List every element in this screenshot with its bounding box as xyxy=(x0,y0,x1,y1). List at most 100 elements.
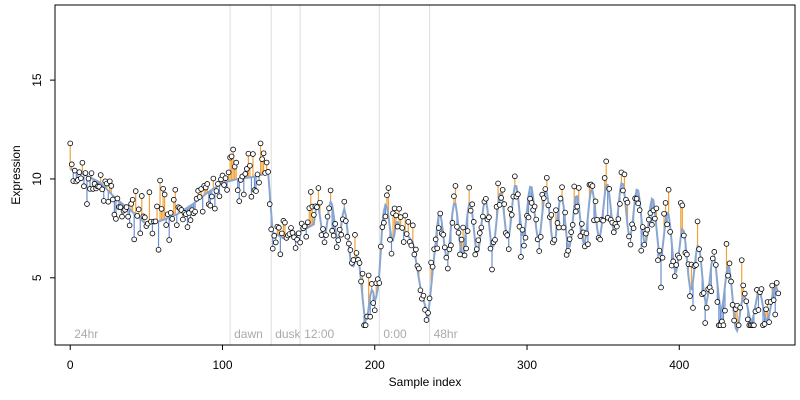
data-point xyxy=(487,245,494,252)
data-point xyxy=(169,216,176,222)
data-point xyxy=(318,232,325,238)
data-point xyxy=(242,171,249,177)
data-point xyxy=(67,140,74,147)
data-point xyxy=(729,302,736,308)
data-point xyxy=(199,208,206,215)
data-point xyxy=(448,242,454,249)
data-point xyxy=(740,282,747,289)
data-point xyxy=(713,262,719,268)
data-point xyxy=(522,234,529,241)
data-point xyxy=(667,229,673,235)
data-point xyxy=(492,237,498,243)
data-point xyxy=(402,212,409,219)
data-point xyxy=(356,260,363,266)
data-point xyxy=(138,193,145,199)
y-tick-label: 15 xyxy=(30,73,44,87)
data-point xyxy=(577,233,584,239)
data-point xyxy=(437,210,444,217)
data-point xyxy=(662,200,669,206)
data-point xyxy=(702,320,708,326)
data-point xyxy=(161,191,168,198)
data-point xyxy=(371,307,378,314)
data-point xyxy=(606,186,613,192)
data-point xyxy=(725,272,731,279)
data-point xyxy=(443,254,450,261)
data-point xyxy=(451,193,457,200)
data-point xyxy=(119,213,125,220)
data-point xyxy=(204,181,211,187)
data-point xyxy=(233,159,239,166)
data-point xyxy=(429,263,436,270)
data-point xyxy=(344,233,351,240)
x-axis-label: Sample index xyxy=(389,375,462,389)
point-layer xyxy=(67,140,782,329)
data-point xyxy=(525,214,532,221)
data-point xyxy=(423,317,430,323)
data-point xyxy=(304,219,311,226)
data-point xyxy=(327,187,334,194)
data-point xyxy=(221,182,227,188)
data-point xyxy=(545,202,552,209)
data-point xyxy=(212,205,218,212)
data-point xyxy=(617,201,623,207)
data-point xyxy=(432,236,439,243)
data-point xyxy=(413,246,419,253)
data-point xyxy=(659,254,666,261)
data-point xyxy=(495,180,501,187)
data-point xyxy=(569,222,576,228)
data-point xyxy=(157,177,163,184)
data-point xyxy=(295,230,302,237)
data-point xyxy=(400,239,407,245)
data-point xyxy=(292,245,299,251)
y-tick-label: 5 xyxy=(30,274,44,281)
data-point xyxy=(234,187,241,193)
data-point xyxy=(326,205,332,212)
data-point xyxy=(457,251,463,258)
data-point xyxy=(435,225,442,231)
data-point xyxy=(636,207,643,213)
data-point xyxy=(76,169,83,175)
data-point xyxy=(213,188,220,194)
data-point xyxy=(621,171,628,178)
data-point xyxy=(761,321,768,327)
data-point xyxy=(245,150,252,157)
fit-line xyxy=(69,168,780,334)
data-point xyxy=(184,224,191,230)
data-point xyxy=(661,210,667,217)
data-point xyxy=(222,175,229,181)
data-point xyxy=(722,307,728,314)
data-point xyxy=(425,310,431,316)
data-point xyxy=(533,216,539,223)
data-point xyxy=(268,226,275,233)
data-point xyxy=(664,221,670,228)
y-tick-label: 10 xyxy=(30,172,44,186)
data-point xyxy=(123,204,130,210)
region-layer: 24hr dawn dusk 12:00 0:00 48hr xyxy=(74,5,458,345)
data-point xyxy=(744,316,751,323)
data-point xyxy=(472,251,479,258)
data-point xyxy=(336,226,343,233)
data-point xyxy=(99,186,106,193)
data-point xyxy=(496,202,503,208)
data-point xyxy=(403,231,410,237)
data-point xyxy=(731,317,737,324)
data-point xyxy=(728,278,734,285)
data-point xyxy=(655,257,661,264)
data-point xyxy=(158,206,165,212)
data-point xyxy=(568,229,574,235)
region-label: dusk xyxy=(275,327,301,341)
data-point xyxy=(247,162,253,169)
data-point xyxy=(676,254,683,261)
data-point xyxy=(405,219,412,225)
data-point xyxy=(288,225,294,231)
data-point xyxy=(167,210,174,216)
data-point xyxy=(282,219,288,226)
data-point xyxy=(81,183,87,190)
data-point xyxy=(515,191,521,198)
data-point xyxy=(152,218,159,225)
data-point xyxy=(469,201,476,207)
data-point xyxy=(79,159,86,166)
data-point xyxy=(714,299,721,305)
data-point xyxy=(420,292,427,299)
data-point xyxy=(658,284,664,291)
